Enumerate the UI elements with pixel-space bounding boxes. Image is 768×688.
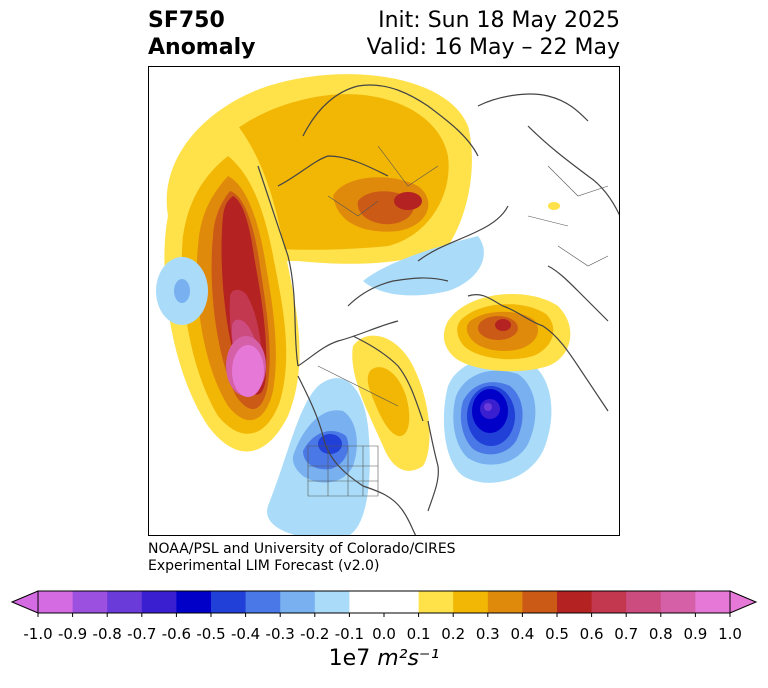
- colorbar-tick-label: -0.1: [334, 625, 365, 643]
- colorbar-segment: [522, 591, 558, 613]
- colorbar-segments: [10, 590, 758, 617]
- colorbar-label-unit: m²s⁻¹: [377, 646, 440, 671]
- borders: [307, 145, 609, 497]
- colorbar-tick-label: -0.5: [196, 625, 226, 643]
- colorbar-label-base: 1e7: [328, 646, 378, 671]
- colorbar-segment: [211, 591, 247, 613]
- colorbar: [10, 590, 758, 617]
- colorbar-segment: [107, 591, 143, 613]
- title-init-date: Init: Sun 18 May 2025: [378, 8, 620, 33]
- colorbar-segment: [695, 591, 731, 613]
- colorbar-segment: [557, 591, 593, 613]
- anomaly-pacific-positive: [164, 126, 300, 452]
- anomaly-europe-positive: [443, 202, 571, 372]
- colorbar-tick-label: 0.4: [510, 625, 535, 643]
- colorbar-segment: [418, 591, 454, 613]
- colorbar-segment: [384, 591, 420, 613]
- colorbar-tick-label: -0.6: [161, 625, 192, 643]
- colorbar-tick-label: -0.9: [57, 625, 88, 643]
- colorbar-segment: [314, 591, 350, 613]
- anomaly-midpacific-negative: [156, 257, 208, 325]
- colorbar-segment: [176, 591, 212, 613]
- colorbar-arrow-max: [729, 590, 758, 614]
- colorbar-segment: [453, 591, 489, 613]
- colorbar-tick-label: 1.0: [718, 625, 742, 643]
- colorbar-tick-label: -0.2: [300, 625, 330, 643]
- colorbar-segment: [626, 591, 662, 613]
- colorbar-segment: [349, 591, 385, 613]
- colorbar-tick-label: 0.1: [406, 625, 431, 643]
- colorbar-tick-label: 0.5: [545, 625, 569, 643]
- colorbar-tick-label: 0.3: [475, 625, 500, 643]
- colorbar-segment: [660, 591, 696, 613]
- colorbar-tick-label: -0.4: [230, 625, 261, 643]
- colorbar-tick-label: 0.9: [683, 625, 708, 643]
- colorbar-tick-label: 0.8: [648, 625, 673, 643]
- colorbar-tick-label: 0.2: [441, 625, 466, 643]
- credit-line-1: NOAA/PSL and University of Colorado/CIRE…: [148, 541, 456, 557]
- colorbar-segment: [487, 591, 523, 613]
- title-valid-range: Valid: 16 May – 22 May: [366, 35, 620, 60]
- credit-line-2: Experimental LIM Forecast (v2.0): [148, 558, 380, 574]
- colorbar-tick-label: -0.7: [127, 625, 157, 643]
- colorbar-tick-label: -0.8: [92, 625, 122, 643]
- colorbar-segment: [141, 591, 177, 613]
- colorbar-tick-label: 0.6: [579, 625, 604, 643]
- colorbar-segment: [591, 591, 627, 613]
- colorbar-arrow-min: [10, 590, 39, 614]
- colorbar-segment: [38, 591, 74, 613]
- colorbar-tick-label: -0.3: [265, 625, 295, 643]
- colorbar-tick-label: -1.0: [23, 625, 53, 643]
- anomaly-map: [148, 66, 620, 536]
- anomaly-atlantic-negative: [443, 357, 552, 483]
- colorbar-tick-label: 0.0: [372, 625, 396, 643]
- coastlines: [257, 84, 620, 536]
- colorbar-segment: [72, 591, 108, 613]
- colorbar-tick-label: 0.7: [614, 625, 639, 643]
- colorbar-segment: [280, 591, 316, 613]
- anomaly-western-us-negative: [267, 378, 370, 536]
- title-anomaly: Anomaly: [148, 35, 256, 60]
- colorbar-segment: [245, 591, 281, 613]
- anomaly-canada-positive: [352, 335, 430, 471]
- title-variable: SF750: [148, 8, 225, 33]
- colorbar-label: 1e7 m²s⁻¹: [329, 646, 440, 671]
